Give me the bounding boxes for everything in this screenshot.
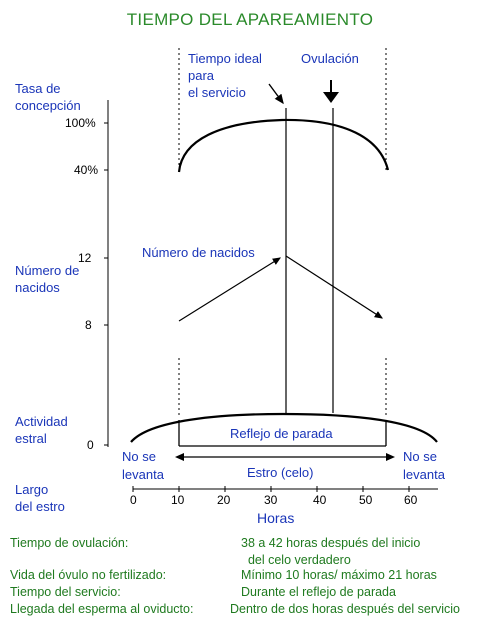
diagram-title: TIEMPO DEL APAREAMIENTO [126, 10, 374, 29]
x-axis-ticks [132, 486, 410, 492]
fact-value-ovulation-time: 38 a 42 horas después del inicio del cel… [241, 536, 421, 567]
fact-value-egg-life: Mínimo 10 horas/ máximo 21 horas [241, 568, 437, 582]
fact-label-sperm-arrival: Llegada del esperma al oviducto: [10, 602, 194, 616]
y-label-estrus-activity: Actividad estral [15, 414, 68, 446]
no-stand-left-label: No se levanta [122, 449, 164, 482]
x-tick-20: 20 [217, 493, 231, 507]
x-tick-50: 50 [359, 493, 373, 507]
x-tick-40: 40 [313, 493, 327, 507]
ovulation-label: Ovulación [301, 51, 359, 66]
born-fall-arrow [285, 255, 384, 319]
fact-value-service-time: Durante el reflejo de parada [241, 585, 396, 599]
y-label-born-count: Número de nacidos [15, 263, 80, 295]
fact-label-service-time: Tiempo del servicio: [10, 585, 121, 599]
ovulation-arrow-head [323, 92, 339, 103]
fact-label-ovulation-time: Tiempo de ovulación: [10, 536, 129, 550]
estrus-length-right-arrowhead [386, 453, 395, 461]
estrus-activity-curve [130, 412, 438, 443]
born-rise-arrow [178, 257, 282, 322]
ideal-service-time-label: Tiempo ideal para el servicio [188, 51, 262, 100]
estrus-length-left-arrowhead [175, 453, 184, 461]
no-stand-right-label: No se levanta [403, 449, 445, 482]
tick-8: 8 [85, 318, 92, 332]
conception-rate-curve [177, 118, 390, 173]
x-tick-0: 0 [130, 493, 137, 507]
y-label-conception-rate: Tasa de concepción [15, 81, 81, 113]
fact-label-egg-life: Vida del óvulo no fertilizado: [10, 568, 167, 582]
born-count-annotation: Número de nacidos [142, 245, 255, 260]
x-axis-label: Horas [257, 510, 295, 526]
fact-value-sperm-arrival: Dentro de dos horas después del servicio [230, 602, 460, 616]
x-tick-60: 60 [404, 493, 418, 507]
standing-reflex-label: Reflejo de parada [230, 426, 333, 441]
y-label-estrus-length: Largo del estro [15, 482, 65, 514]
x-tick-10: 10 [171, 493, 185, 507]
tick-100pct: 100% [65, 116, 96, 130]
x-tick-30: 30 [264, 493, 278, 507]
tick-40pct: 40% [74, 163, 99, 177]
tick-0: 0 [87, 438, 94, 452]
estrus-heat-label: Estro (celo) [247, 465, 314, 480]
tick-12: 12 [78, 251, 92, 265]
ideal-time-arrow [268, 83, 284, 105]
